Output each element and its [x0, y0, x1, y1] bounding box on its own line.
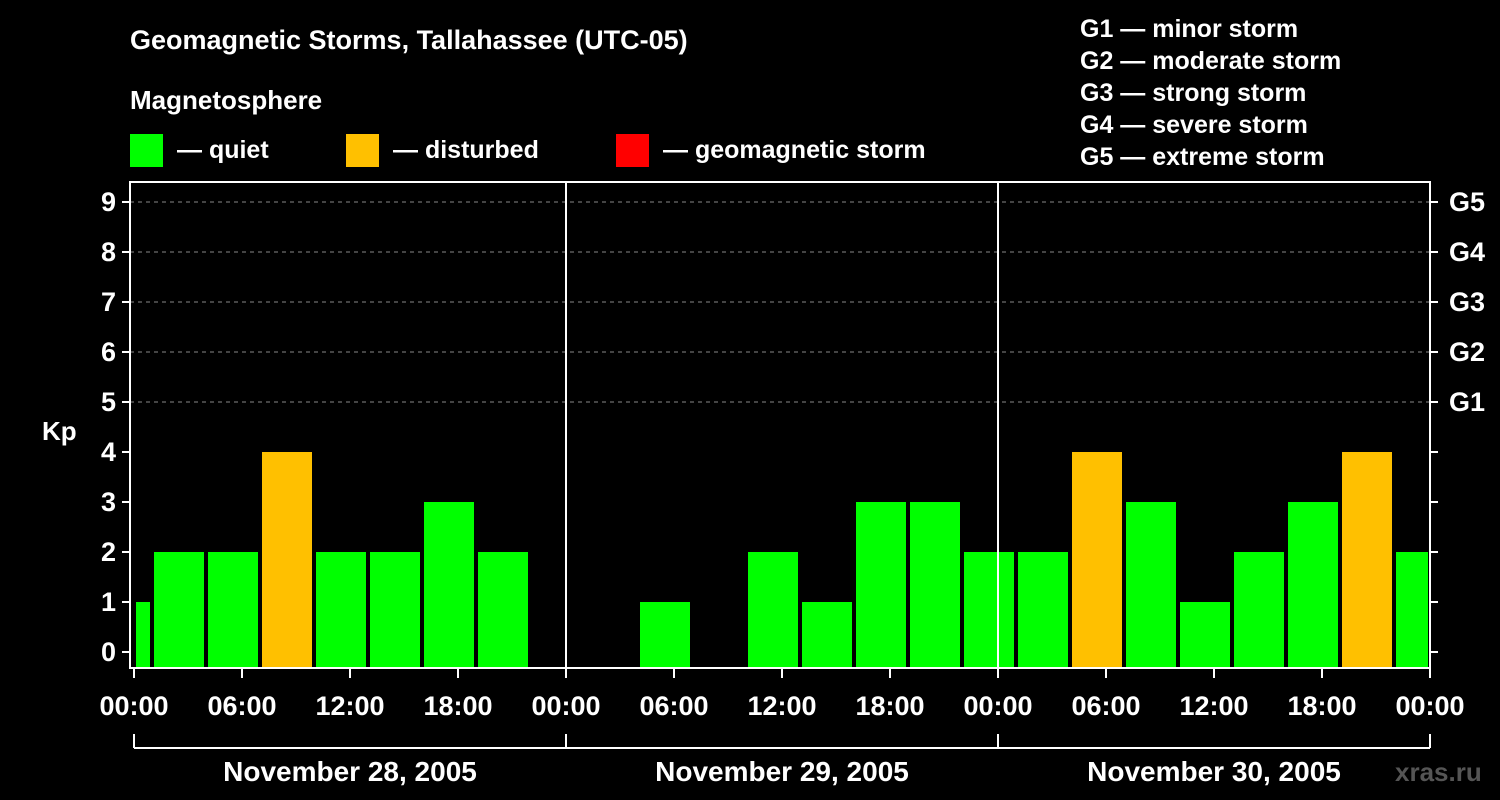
x-tick-label: 18:00: [1287, 691, 1356, 721]
y-tick-label: 4: [101, 437, 116, 467]
chart-title: Geomagnetic Storms, Tallahassee (UTC-05): [130, 25, 688, 55]
y-tick-label: 0: [101, 637, 116, 667]
y-axis-label: Kp: [42, 416, 77, 446]
right-axis-label: G5: [1449, 187, 1485, 217]
bar: [370, 552, 420, 668]
y-tick-label: 8: [101, 237, 116, 267]
x-tick-label: 18:00: [423, 691, 492, 721]
legend: — quiet — disturbed — geomagnetic storm: [130, 134, 926, 167]
x-tick-label: 12:00: [315, 691, 384, 721]
bar: [262, 452, 312, 668]
y-tick-labels: 0 1 2 3 4 5 6 7 8 9: [101, 187, 116, 667]
day-label: November 29, 2005: [655, 756, 909, 787]
legend-label: — geomagnetic storm: [663, 136, 926, 164]
x-tick-label: 06:00: [207, 691, 276, 721]
watermark: xras.ru: [1395, 757, 1482, 787]
legend-label: — quiet: [177, 136, 269, 164]
y-tick-label: 6: [101, 337, 116, 367]
x-tick-label: 12:00: [1179, 691, 1248, 721]
legend-swatch: [616, 134, 649, 167]
bar: [640, 602, 690, 668]
bars: [136, 452, 1428, 668]
legend-title: Magnetosphere: [130, 85, 322, 115]
bar: [208, 552, 258, 668]
y-tick-label: 3: [101, 487, 116, 517]
bar: [1072, 452, 1122, 668]
plot-frame: [129, 181, 1431, 669]
bar: [964, 552, 1014, 668]
y-tick-label: 1: [101, 587, 116, 617]
x-tick-label: 00:00: [1395, 691, 1464, 721]
bar: [154, 552, 204, 668]
bar: [802, 602, 852, 668]
legend-swatch: [130, 134, 163, 167]
bar: [856, 502, 906, 668]
x-tick-label: 00:00: [963, 691, 1032, 721]
storm-scale-entry: G5 — extreme storm: [1080, 143, 1325, 171]
x-tick-labels: 00:00 06:00 12:00 18:00 00:00 06:00 12:00 18:00…: [99, 691, 1464, 721]
bar: [136, 602, 150, 668]
x-tick-label: 06:00: [639, 691, 708, 721]
right-axis-label: G1: [1449, 387, 1485, 417]
bar: [1180, 602, 1230, 668]
x-tick-label: 06:00: [1071, 691, 1140, 721]
right-axis-labels: G1 G2 G3 G4 G5: [1449, 187, 1485, 417]
grid: [130, 201, 1430, 403]
y-tick-label: 2: [101, 537, 116, 567]
bar: [1288, 502, 1338, 668]
day-label: November 30, 2005: [1087, 756, 1341, 787]
x-tick-label: 00:00: [99, 691, 168, 721]
day-labels: November 28, 2005 November 29, 2005 Novemb…: [223, 756, 1341, 787]
bar: [748, 552, 798, 668]
bar: [424, 502, 474, 668]
x-tick-label: 12:00: [747, 691, 816, 721]
right-axis-label: G3: [1449, 287, 1485, 317]
storm-scale-entry: G1 — minor storm: [1080, 15, 1298, 43]
bar: [316, 552, 366, 668]
legend-label: — disturbed: [393, 136, 539, 164]
storm-scale-entry: G2 — moderate storm: [1080, 47, 1341, 75]
bar: [1396, 552, 1428, 668]
y-tick-label: 7: [101, 287, 116, 317]
legend-swatch: [346, 134, 379, 167]
bar: [910, 502, 960, 668]
y-tick-label: 5: [101, 387, 116, 417]
axes: [122, 181, 1438, 749]
day-label: November 28, 2005: [223, 756, 477, 787]
bar: [1234, 552, 1284, 668]
storm-scale-legend: G1 — minor storm G2 — moderate storm G3 — …: [1080, 15, 1341, 171]
right-axis-label: G2: [1449, 337, 1485, 367]
bar: [478, 552, 528, 668]
x-tick-label: 00:00: [531, 691, 600, 721]
storm-scale-entry: G4 — severe storm: [1080, 111, 1308, 139]
bar: [1342, 452, 1392, 668]
right-axis-label: G4: [1449, 237, 1485, 267]
storm-scale-entry: G3 — strong storm: [1080, 79, 1306, 107]
bar: [1126, 502, 1176, 668]
y-tick-label: 9: [101, 187, 116, 217]
x-tick-label: 18:00: [855, 691, 924, 721]
bar: [1018, 552, 1068, 668]
